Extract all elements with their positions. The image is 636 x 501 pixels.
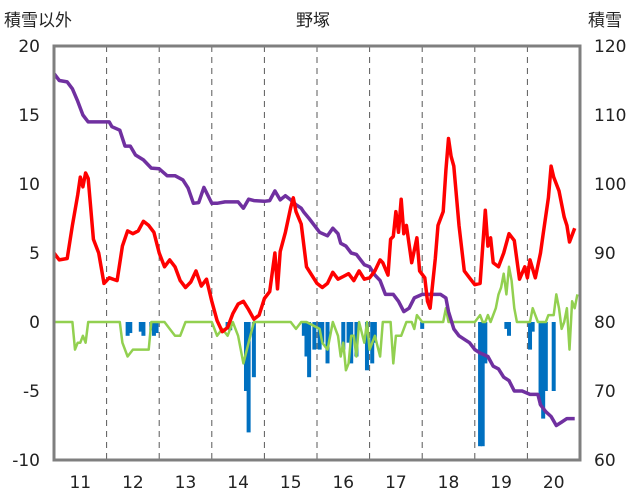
- bar: [504, 322, 509, 329]
- bar: [312, 322, 317, 350]
- left-tick-label: 0: [29, 313, 40, 333]
- bar: [541, 322, 546, 419]
- plot-frame: [52, 44, 582, 462]
- bar: [154, 322, 159, 334]
- left-tick-label: 10: [18, 175, 40, 195]
- bar: [478, 322, 483, 447]
- bar: [538, 322, 543, 405]
- right-tick-label: 60: [594, 451, 616, 471]
- red-line: [52, 136, 577, 334]
- bar: [364, 322, 369, 371]
- bar: [141, 322, 146, 336]
- x-tick-label: 19: [490, 473, 512, 493]
- left-tick-label: -10: [12, 451, 40, 471]
- x-tick-label: 14: [227, 473, 249, 493]
- left-tick-label: 5: [29, 244, 40, 264]
- bar: [372, 322, 377, 343]
- right-tick-label: 110: [594, 106, 626, 126]
- bar: [151, 322, 156, 336]
- left-tick-label: -5: [23, 382, 40, 402]
- bar: [551, 322, 556, 391]
- x-tick-label: 15: [280, 473, 302, 493]
- right-tick-label: 120: [594, 37, 626, 57]
- x-tick-label: 11: [69, 473, 91, 493]
- bar: [530, 322, 535, 332]
- x-tick-label: 13: [175, 473, 197, 493]
- bar: [543, 322, 548, 391]
- bar: [506, 322, 511, 336]
- left-tick-label: 15: [18, 106, 40, 126]
- x-tick-label: 18: [438, 473, 460, 493]
- purple-line: [52, 72, 575, 428]
- right-tick-label: 80: [594, 313, 616, 333]
- bar: [128, 322, 133, 334]
- bar: [528, 322, 533, 350]
- bar: [138, 322, 143, 332]
- left-axis-label: 積雪以外: [4, 11, 72, 31]
- x-tick-label: 12: [122, 473, 144, 493]
- bar: [420, 322, 425, 329]
- bar: [320, 322, 325, 343]
- x-tick-label: 17: [385, 473, 407, 493]
- x-tick-label: 20: [543, 473, 565, 493]
- bar: [483, 322, 488, 364]
- bar: [301, 322, 306, 336]
- green-line: [54, 265, 579, 372]
- bar: [480, 322, 485, 447]
- bar: [251, 322, 256, 378]
- bar: [325, 322, 330, 364]
- bar: [354, 322, 359, 357]
- bar: [307, 322, 312, 378]
- chart-title: 野塚: [296, 11, 330, 31]
- bar: [341, 322, 346, 350]
- bar: [317, 322, 322, 350]
- bar: [346, 322, 351, 343]
- right-axis-label: 積雪: [588, 11, 622, 31]
- right-tick-label: 70: [594, 382, 616, 402]
- right-tick-label: 90: [594, 244, 616, 264]
- x-tick-label: 16: [332, 473, 354, 493]
- bar: [246, 322, 251, 433]
- left-tick-label: 20: [18, 37, 40, 57]
- right-tick-label: 100: [594, 175, 626, 195]
- bar: [304, 322, 309, 357]
- bar: [125, 322, 130, 336]
